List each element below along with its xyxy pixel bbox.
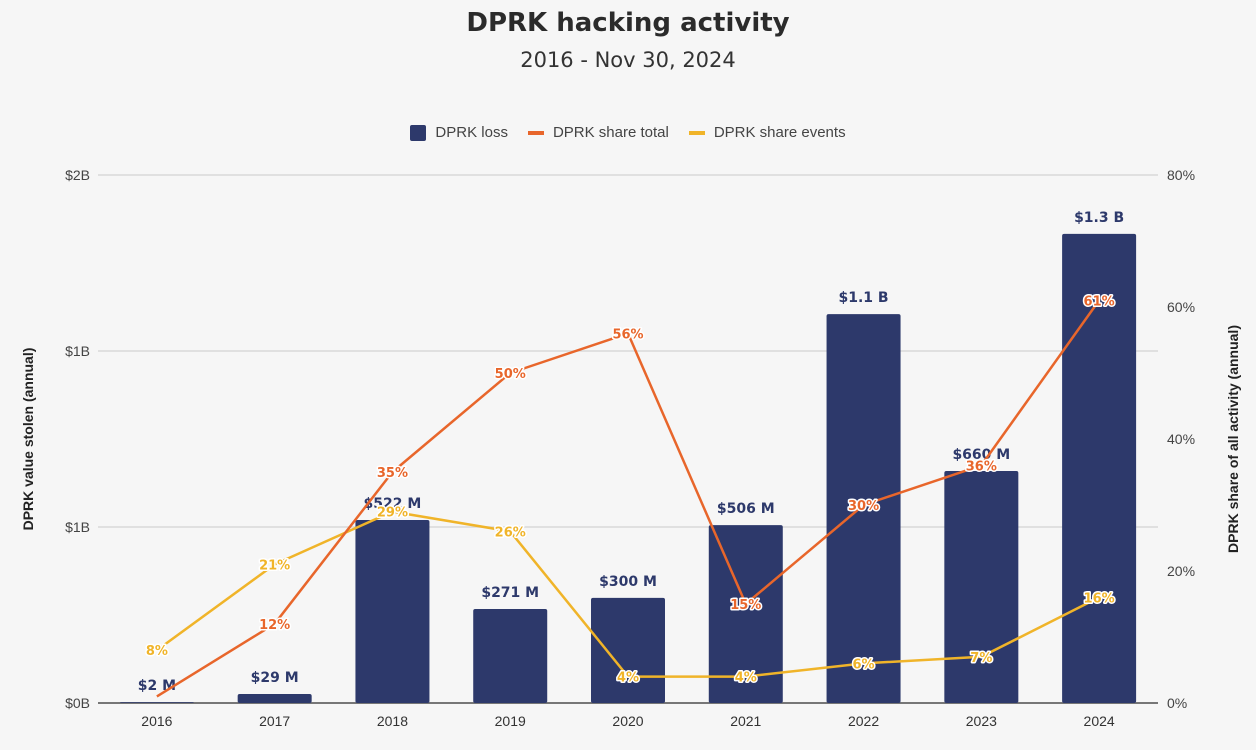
x-axis-tick-label: 2019: [495, 713, 526, 729]
x-axis-tick-label: 2016: [141, 713, 172, 729]
left-axis-tick-label: $2B: [65, 167, 90, 183]
bar-dprk-loss-2023: [944, 470, 1019, 703]
x-axis-tick-label: 2021: [730, 713, 761, 729]
line-point-label: 29%: [377, 506, 408, 521]
bar-label: $1.1 B: [839, 290, 889, 306]
bar-label: $660 M: [952, 447, 1010, 463]
right-axis-tick-label: 80%: [1167, 167, 1195, 183]
legend-item-dprk-loss[interactable]: DPRK loss: [410, 124, 508, 141]
line-point-label: 35%: [377, 466, 408, 481]
right-axis-tick-label: 40%: [1167, 431, 1195, 447]
line-point-label: 7%: [970, 651, 992, 666]
right-axis-tick-label: 60%: [1167, 299, 1195, 315]
legend-label: DPRK share events: [713, 124, 846, 141]
bar-label: $29 M: [251, 670, 299, 686]
left-axis-title: DPRK value stolen (annual): [20, 348, 36, 531]
x-axis-tick-label: 2022: [848, 713, 879, 729]
bar-dprk-loss-2018: [355, 520, 430, 703]
line-point-label: 21%: [259, 558, 290, 573]
bar-dprk-loss-2021: [708, 525, 783, 703]
legend-label: DPRK loss: [435, 124, 508, 141]
bar-dprk-loss-2019: [473, 609, 548, 703]
bar-dprk-loss-2017: [237, 694, 312, 703]
legend-swatch-dprk-share-events: [688, 130, 705, 135]
line-point-label: 12%: [259, 618, 290, 633]
bar-label: $300 M: [599, 574, 657, 590]
line-point-label: 6%: [853, 657, 875, 672]
legend-item-dprk-share-events[interactable]: DPRK share events: [688, 124, 846, 141]
bar-dprk-loss-2022: [826, 314, 901, 703]
bar-label: $271 M: [481, 585, 539, 601]
right-axis-tick-label: 0%: [1167, 695, 1187, 711]
chart-subtitle: 2016 - Nov 30, 2024: [520, 48, 736, 72]
line-dprk-share-events: [156, 510, 1100, 678]
right-axis-title: DPRK share of all activity (annual): [1225, 325, 1241, 553]
bar-dprk-loss-2020: [591, 597, 665, 703]
line-dprk-share-total: [156, 299, 1101, 698]
x-axis-tick-label: 2020: [612, 713, 643, 729]
x-axis-tick-label: 2024: [1084, 713, 1115, 729]
legend-item-dprk-share-total[interactable]: DPRK share total: [527, 124, 669, 141]
x-axis-tick-label: 2018: [377, 713, 408, 729]
x-axis-tick-label: 2017: [259, 713, 290, 729]
line-point-label: 50%: [495, 367, 526, 382]
line-point-label: 16%: [1084, 591, 1115, 606]
line-point-label: 4%: [735, 671, 757, 686]
left-axis-tick-label: $1B: [65, 519, 90, 535]
left-axis-tick-label: $1B: [65, 343, 90, 359]
x-axis-tick-label: 2023: [966, 713, 997, 729]
legend-label: DPRK share total: [552, 124, 669, 141]
legend-swatch-dprk-loss: [410, 124, 427, 141]
line-point-label: 30%: [848, 499, 879, 514]
line-point-label: 56%: [612, 327, 643, 342]
bar-dprk-loss-2016: [119, 702, 194, 703]
line-point-label: 61%: [1084, 294, 1115, 309]
bar-label: $2 M: [138, 678, 176, 694]
line-point-label: 26%: [495, 525, 526, 540]
line-point-label: 15%: [730, 598, 761, 613]
right-axis-tick-label: 20%: [1167, 563, 1195, 579]
left-axis-tick-label: $0B: [65, 695, 90, 711]
bar-label: $506 M: [717, 501, 775, 517]
bar-dprk-loss-2024: [1062, 233, 1137, 703]
legend-swatch-dprk-share-total: [527, 130, 544, 135]
line-point-label: 8%: [146, 644, 168, 659]
line-point-label: 36%: [966, 459, 997, 474]
line-point-label: 4%: [617, 671, 639, 686]
chart-title: DPRK hacking activity: [466, 8, 790, 38]
bar-label: $522 M: [364, 496, 422, 512]
bar-label: $1.3 B: [1074, 210, 1124, 226]
legend: DPRK loss DPRK share total DPRK share ev…: [0, 124, 1256, 141]
